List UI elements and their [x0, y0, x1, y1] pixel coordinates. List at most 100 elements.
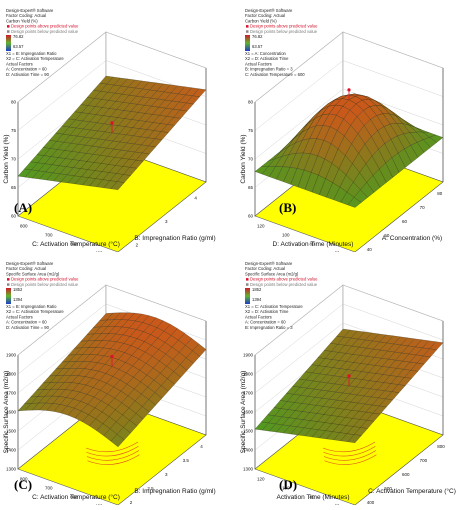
floor-contour-line — [323, 450, 377, 461]
y-tick-label: 700 — [420, 458, 428, 463]
info-line: B: Impregnation Ratio = 3 — [245, 67, 293, 72]
x-axis-title: C: Activation Temperature (°C) — [32, 493, 120, 501]
color-legend-bar — [6, 288, 11, 304]
z-tick-label: 1300 — [243, 467, 254, 472]
z-tick-label: 60 — [248, 214, 254, 219]
info-line: Specific Surface Area (m2/g) — [6, 271, 60, 276]
info-line: 63.57 — [252, 44, 263, 49]
chart-panel-d: 1300 1400 1500 1600 1700 1800 1900 Specific Sur… — [237, 253, 474, 509]
info-line: Design points below predicted value — [11, 282, 79, 287]
z-tick-label: 1600 — [6, 410, 17, 415]
x-tick-label: 120 — [257, 477, 265, 482]
y-tick-label: 4 — [200, 444, 203, 449]
y-tick-label: 2 — [130, 500, 133, 505]
info-line: Design points above predicted value — [11, 24, 79, 29]
z-tick-label: 1700 — [6, 391, 17, 396]
legend-marker — [246, 30, 249, 33]
response-surface — [17, 312, 207, 448]
y-tick-label: 2 — [136, 242, 139, 247]
legend-marker — [246, 278, 249, 281]
info-line: 1852 — [252, 287, 262, 292]
surface-cell — [347, 197, 362, 208]
panel-label: (C) — [14, 477, 32, 492]
y-tick-label: 80 — [437, 191, 443, 196]
color-legend-bar — [6, 35, 11, 51]
wall-gridline — [254, 60, 444, 131]
y-axis-title: A: Concentration (%) — [382, 235, 442, 242]
legend-marker — [7, 278, 10, 281]
chart-svg: 60 65 70 75 80 Carbon Yield (%) 120 100 80 60 40 50… — [240, 8, 444, 256]
info-line: 1394 — [13, 297, 23, 302]
color-legend-bar — [245, 288, 250, 304]
legend-marker — [7, 25, 10, 28]
z-tick-label: 1600 — [243, 410, 254, 415]
info-line: X2 = D: Activation Time — [245, 309, 289, 314]
surface-cell — [110, 181, 125, 190]
z-tick-label: 70 — [248, 157, 254, 162]
info-line: 76.82 — [252, 34, 263, 39]
info-line: Factor Coding: Actual — [6, 13, 46, 18]
y-tick-label: 3 — [165, 219, 168, 224]
info-line: Design points below predicted value — [250, 29, 318, 34]
chart-svg: 60 65 70 75 80 Carbon Yield (%) 800 700 600 400 2 3… — [3, 8, 216, 256]
surface-cell — [347, 434, 362, 443]
info-line: D: Activation Time = 90 — [6, 325, 50, 330]
info-line: Actual Factors — [6, 314, 33, 319]
z-tick-label: 65 — [248, 185, 254, 190]
z-tick-label: 75 — [11, 128, 17, 133]
y-tick-label: 2.5 — [147, 486, 154, 491]
wall-gridline — [17, 284, 207, 356]
floor-contour-line — [322, 441, 376, 453]
info-line: A: Concentration = 60 — [6, 67, 47, 72]
x-axis-title: D: Activation Time (Minutes) — [273, 241, 354, 248]
info-line: X1 = C: Activation Temperature — [245, 304, 303, 309]
y-tick-label: 4 — [194, 196, 197, 201]
x-tick-label: 600 — [70, 242, 78, 247]
design-point — [347, 374, 351, 378]
y-tick-label: 500 — [384, 486, 392, 491]
info-line: Design points below predicted value — [250, 282, 318, 287]
x-tick-label: 60 — [334, 251, 340, 253]
z-axis-title: Carbon Yield (%) — [3, 134, 10, 183]
info-line: Design points above predicted value — [250, 24, 318, 29]
x-tick-label: 700 — [45, 233, 53, 238]
y-axis-title: C: Activation Temperature (°C) — [368, 487, 456, 495]
info-line: Design-Expert® Software — [245, 8, 293, 13]
floor-contour-line — [86, 445, 139, 457]
y-tick-label: 600 — [402, 472, 410, 477]
info-line: Design-Expert® Software — [6, 261, 54, 266]
info-line: X2 = C: Activation Temperature — [6, 56, 64, 61]
z-axis-title: Specific Surface Area (m2/g) — [3, 371, 10, 454]
design-point — [347, 88, 351, 92]
z-tick-label: 1500 — [243, 429, 254, 434]
info-line: Carbon Yield (%) — [245, 18, 277, 23]
x-tick-label: 800 — [20, 477, 28, 482]
info-line: 1394 — [252, 297, 262, 302]
y-tick-label: 60 — [402, 219, 408, 224]
info-line: Factor Coding: Actual — [245, 13, 285, 18]
chart-svg: 1300 1400 1500 1600 1700 1800 1900 Specific Sur… — [3, 261, 216, 509]
y-tick-label: 40 — [367, 247, 373, 252]
x-tick-label: 800 — [20, 224, 28, 229]
panel-label: (A) — [14, 200, 32, 215]
response-surface — [254, 328, 444, 443]
z-axis-title: Specific Surface Area (m2/g) — [240, 371, 247, 454]
info-line: X1 = B: Impregnation Ratio — [6, 304, 57, 309]
info-line: A: Concentration = 60 — [6, 320, 47, 325]
response-surface — [17, 75, 207, 190]
info-line: Actual Factors — [245, 61, 272, 66]
panel-label: (B) — [279, 200, 296, 215]
info-line: Factor Coding: Actual — [245, 266, 285, 271]
info-line: X1 = B: Impregnation Ratio — [6, 51, 57, 56]
response-surface — [254, 93, 444, 208]
z-tick-label: 70 — [11, 157, 17, 162]
surface-cell — [110, 434, 125, 448]
z-tick-label: 1400 — [6, 448, 17, 453]
z-tick-label: 1900 — [6, 353, 17, 358]
x-tick-label: 100 — [282, 486, 290, 491]
info-line: Design points above predicted value — [250, 277, 318, 282]
legend-marker — [7, 283, 10, 286]
z-tick-label: 1800 — [6, 372, 17, 377]
